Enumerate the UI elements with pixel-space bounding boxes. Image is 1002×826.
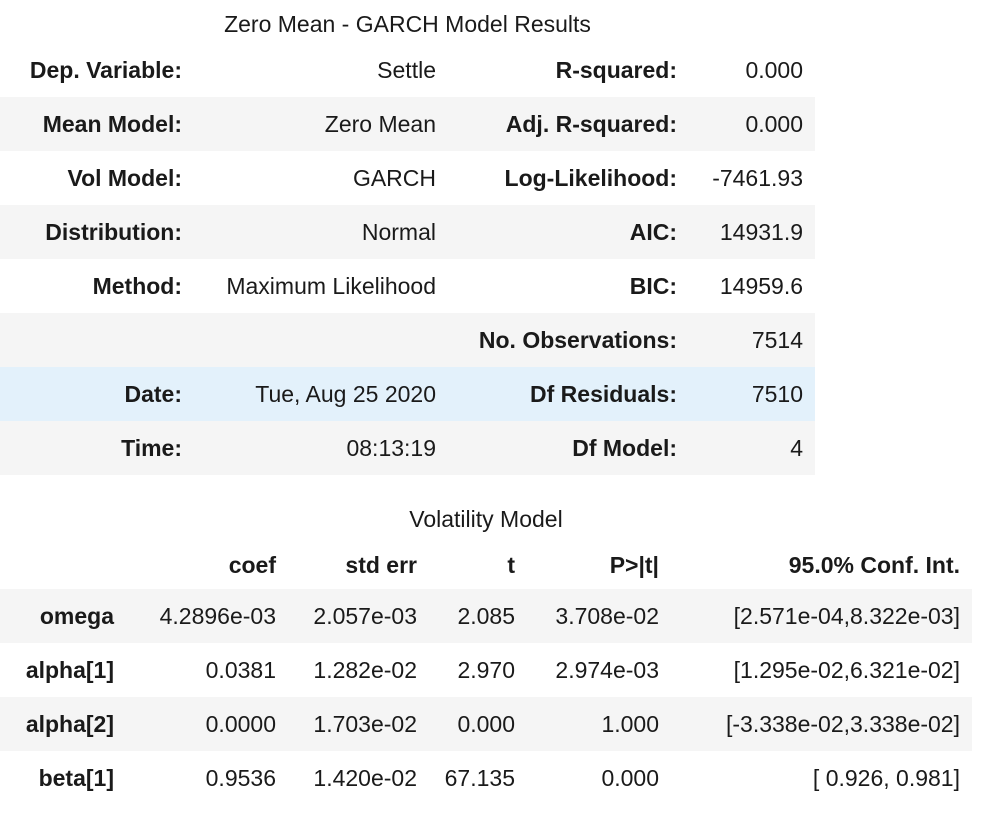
summary-row: Distribution: Normal AIC: 14931.9 [0,205,815,259]
row-value: Settle [377,56,436,83]
row-label: Df Residuals: [530,380,677,407]
volatility-model-title: Volatility Model [409,506,563,532]
row-value: GARCH [352,164,436,191]
row-value: 14959.6 [719,272,803,299]
row-label: Distribution: [45,218,182,245]
conf-int-cell: [-3.338e-02,3.338e-02] [725,710,960,737]
conf-int-cell: [2.571e-04,8.322e-03] [733,602,960,629]
row-value: -7461.93 [712,164,803,191]
row-label: Time: [121,434,182,461]
parameter-name: beta[1] [38,764,114,791]
conf-int-cell: [ 0.926, 0.981] [812,764,960,791]
std-err-cell: 1.703e-02 [313,710,417,737]
row-label: Log-Likelihood: [504,164,677,191]
p-value-cell: 1.000 [601,710,659,737]
summary-row: Method: Maximum Likelihood BIC: 14959.6 [0,259,815,313]
row-value: Zero Mean [324,110,436,137]
row-value: Maximum Likelihood [226,272,436,299]
t-cell: 2.970 [457,656,515,683]
std-err-cell: 1.420e-02 [313,764,417,791]
std-err-cell: 2.057e-03 [313,602,417,629]
coef-cell: 0.0381 [205,656,276,683]
parameter-row: beta[1] 0.9536 1.420e-02 67.135 0.000 [ … [0,751,972,805]
row-value: 08:13:19 [346,434,436,461]
parameter-name: omega [39,602,114,629]
header-p-value: P>|t| [609,551,659,578]
coef-cell: 4.2896e-03 [159,602,276,629]
row-label: Dep. Variable: [29,56,182,83]
row-value: 7514 [751,326,803,353]
summary-row-highlighted: Date: Tue, Aug 25 2020 Df Residuals: 751… [0,367,815,421]
summary-row: Dep. Variable: Settle R-squared: 0.000 [0,43,815,97]
row-label: Mean Model: [42,110,182,137]
parameter-row: alpha[2] 0.0000 1.703e-02 0.000 1.000 [-… [0,697,972,751]
row-label: AIC: [629,218,677,245]
row-label: Vol Model: [67,164,182,191]
row-value: Normal [361,218,436,245]
summary-row: Mean Model: Zero Mean Adj. R-squared: 0.… [0,97,815,151]
row-label: Adj. R-squared: [505,110,677,137]
volatility-header-row: coef std err t P>|t| 95.0% Conf. Int. [0,541,972,589]
t-cell: 0.000 [457,710,515,737]
summary-row: Vol Model: GARCH Log-Likelihood: -7461.9… [0,151,815,205]
row-value: 4 [790,434,803,461]
parameter-row: alpha[1] 0.0381 1.282e-02 2.970 2.974e-0… [0,643,972,697]
row-label: Method: [92,272,182,299]
row-label: No. Observations: [478,326,677,353]
row-value: 0.000 [745,56,803,83]
header-conf-int: 95.0% Conf. Int. [788,551,960,578]
t-cell: 2.085 [457,602,515,629]
coef-cell: 0.9536 [205,764,276,791]
row-label: R-squared: [555,56,677,83]
parameter-row: omega 4.2896e-03 2.057e-03 2.085 3.708e-… [0,589,972,643]
header-t: t [507,551,515,578]
parameter-name: alpha[2] [25,710,114,737]
row-label: BIC: [629,272,677,299]
row-value: Tue, Aug 25 2020 [255,380,436,407]
summary-row: No. Observations: 7514 [0,313,815,367]
coef-cell: 0.0000 [205,710,276,737]
row-value [194,313,448,367]
volatility-model-table: Volatility Model coef std err t P>|t| 95… [0,497,972,805]
row-value: 0.000 [745,110,803,137]
header-std-err: std err [345,551,417,578]
p-value-cell: 2.974e-03 [555,656,659,683]
model-results-table: Zero Mean - GARCH Model Results Dep. Var… [0,5,815,475]
p-value-cell: 3.708e-02 [555,602,659,629]
t-cell: 67.135 [444,764,515,791]
row-value: 14931.9 [719,218,803,245]
header-coef: coef [228,551,276,578]
row-label: Date: [124,380,182,407]
header-blank [0,541,126,589]
conf-int-cell: [1.295e-02,6.321e-02] [733,656,960,683]
p-value-cell: 0.000 [601,764,659,791]
row-label [0,313,194,367]
parameter-name: alpha[1] [25,656,114,683]
std-err-cell: 1.282e-02 [313,656,417,683]
row-label: Df Model: [572,434,677,461]
row-value: 7510 [751,380,803,407]
summary-row: Time: 08:13:19 Df Model: 4 [0,421,815,475]
model-results-title: Zero Mean - GARCH Model Results [224,11,591,37]
